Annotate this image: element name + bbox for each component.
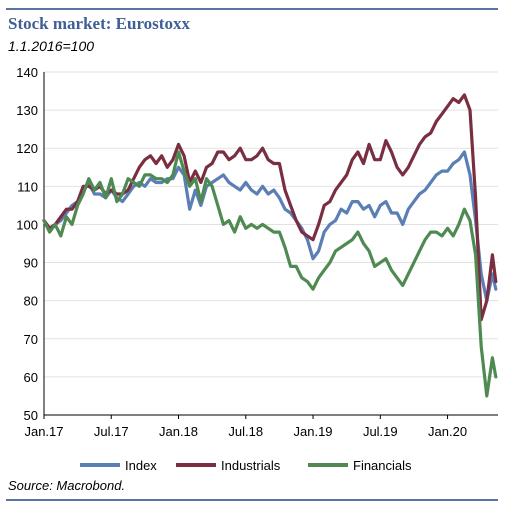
x-tick-label: Jan.20 [428,424,467,439]
chart-series [42,93,498,398]
chart-legend: Index Industrials Financials [80,458,412,473]
top-rule [6,8,498,10]
series-line-industrials [42,93,498,322]
y-tick-label: 120 [16,141,38,156]
series-line-financials [42,150,498,398]
y-tick-label: 130 [16,103,38,118]
series-line-index [42,150,498,303]
y-tick-label: 110 [17,179,38,194]
x-tick-label: Jan.17 [24,424,63,439]
x-tick-label: Jul.18 [228,424,263,439]
chart-grid [43,71,498,416]
y-tick-label: 80 [24,294,38,309]
x-tick-label: Jan.19 [294,424,333,439]
y-tick-label: 70 [24,332,38,347]
y-tick-label: 100 [16,217,38,232]
x-axis-ticks: Jan.17 Jul.17 Jan.18 Jul.18 Jan.19 Jul.19 Jan.… [24,415,467,439]
legend-label-index: Index [125,458,157,473]
y-tick-label: 50 [24,408,38,423]
y-axis-ticks: 50 60 70 80 90 100 110 120 130 140 [16,65,38,423]
x-tick-label: Jul.17 [94,424,129,439]
y-tick-label: 90 [24,256,38,271]
legend-label-financials: Financials [353,458,412,473]
x-tick-label: Jan.18 [159,424,198,439]
chart-subtitle: 1.1.2016=100 [8,38,95,54]
legend-label-industrials: Industrials [221,458,281,473]
chart-title: Stock market: Eurostoxx [8,14,190,33]
source-note: Source: Macrobond. [8,478,126,493]
y-tick-label: 60 [24,370,38,385]
y-tick-label: 140 [16,65,38,80]
bottom-rule [6,499,498,501]
x-tick-label: Jul.19 [363,424,398,439]
